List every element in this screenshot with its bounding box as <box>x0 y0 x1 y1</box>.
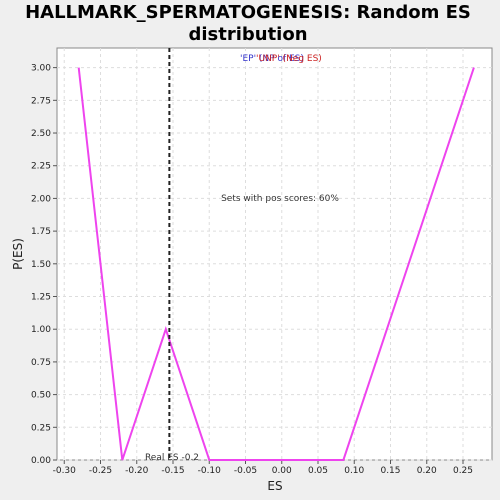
y-tick-label: 1.75 <box>31 227 51 237</box>
x-tick-label: 0.15 <box>380 466 400 476</box>
x-tick-label: 0.10 <box>344 466 364 476</box>
y-tick-label: 2.25 <box>31 162 51 172</box>
legend-neg-label: 'UNP' (Neg ES) <box>256 54 322 64</box>
y-tick-label: 1.00 <box>31 325 51 335</box>
x-tick-label: -0.30 <box>53 466 77 476</box>
y-axis-label: P(ES) <box>11 238 25 270</box>
y-tick-label: 3.00 <box>31 64 51 74</box>
y-tick-label: 0.25 <box>31 423 51 433</box>
y-axis-ticks: 0.00 0.25 0.50 0.75 1.00 1.25 1.50 1.75 2.00 2.25… <box>31 64 57 466</box>
y-tick-label: 0.00 <box>31 456 51 466</box>
y-tick-label: 0.50 <box>31 391 51 401</box>
legend-ep-label: 'EP' (NP of ES) <box>240 54 304 64</box>
chart-title-line1: HALLMARK_SPERMATOGENESIS: Random ES <box>25 2 471 23</box>
pos-scores-annotation: Sets with pos scores: 60% <box>221 194 339 204</box>
grid-lines <box>57 48 492 461</box>
x-tick-label: 0.00 <box>272 466 292 476</box>
y-tick-label: 1.50 <box>31 260 51 270</box>
y-tick-label: 2.50 <box>31 129 51 139</box>
x-tick-label: 0.25 <box>453 466 473 476</box>
x-tick-label: -0.10 <box>198 466 222 476</box>
x-tick-label: -0.25 <box>89 466 112 476</box>
x-axis-ticks: -0.30 -0.25 -0.20 -0.15 -0.10 -0.05 0.00 0.05 0.… <box>53 460 473 476</box>
plot-area <box>56 47 493 461</box>
x-tick-label: 0.20 <box>417 466 437 476</box>
y-tick-label: 2.75 <box>31 96 51 106</box>
x-tick-label: -0.05 <box>234 466 257 476</box>
y-tick-label: 2.00 <box>31 194 51 204</box>
series-layer <box>77 67 475 461</box>
y-tick-label: 1.25 <box>31 293 51 303</box>
x-tick-label: 0.05 <box>308 466 328 476</box>
x-axis-label: ES <box>267 479 282 493</box>
chart-title-line2: distribution <box>188 24 307 45</box>
real-es-label: Real ES -0.2 <box>145 453 199 463</box>
x-tick-label: -0.15 <box>161 466 184 476</box>
es-distribution-line <box>77 67 475 461</box>
x-tick-label: -0.20 <box>125 466 149 476</box>
y-tick-label: 0.75 <box>31 358 51 368</box>
